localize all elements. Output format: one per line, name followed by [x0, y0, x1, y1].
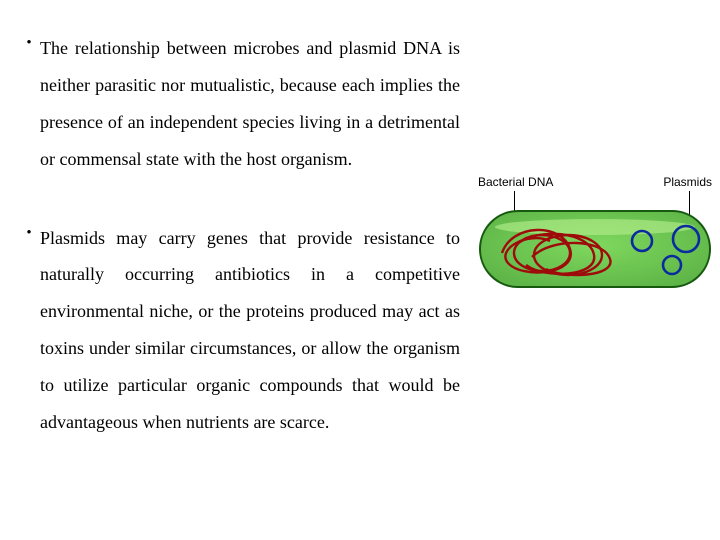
bullet-dot-icon: • [18, 220, 40, 441]
bullet-dot-icon: • [18, 30, 40, 178]
bullet-text-2: Plasmids may carry genes that provide re… [40, 220, 460, 441]
bacterium-svg-icon [472, 175, 718, 293]
bacterium-diagram: Bacterial DNA Plasmids [472, 175, 718, 293]
text-column: • The relationship between microbes and … [18, 30, 460, 483]
bullet-text-1: The relationship between microbes and pl… [40, 30, 460, 178]
bullet-item-1: • The relationship between microbes and … [18, 30, 460, 178]
bullet-item-2: • Plasmids may carry genes that provide … [18, 220, 460, 441]
